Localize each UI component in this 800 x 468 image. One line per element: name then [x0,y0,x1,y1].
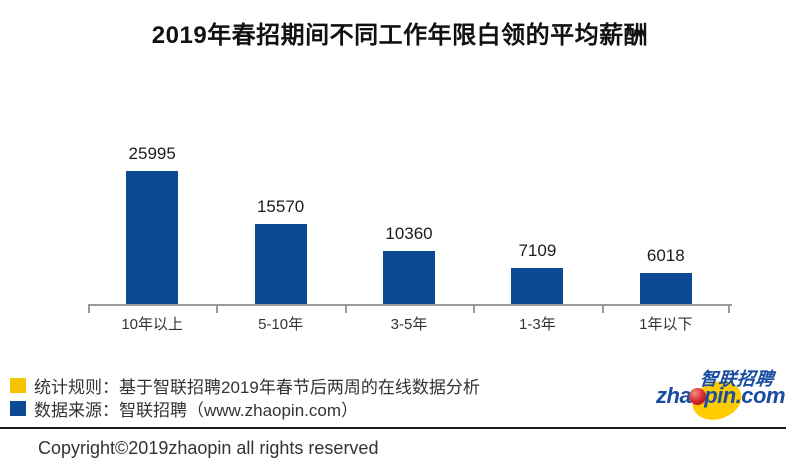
bar-10年以上 [126,171,179,304]
x-axis-tick [473,304,476,313]
legend-item-rule: 统计规则：基于智联招聘2019年春节后两周的在线数据分析 [10,374,480,397]
legend-text-rule: 统计规则：基于智联招聘2019年春节后两周的在线数据分析 [34,377,480,397]
x-axis-tick [216,304,219,313]
bar-5-10年 [254,224,307,304]
x-tick-label: 10年以上 [121,316,184,333]
bar-value-label: 10360 [385,224,433,243]
logo-domain-post: pin.com [704,383,786,408]
logo-domain-pre: zha [656,383,692,408]
legend-item-source: 数据来源：智联招聘（www.zhaopin.com） [10,397,480,420]
footer-divider [0,427,786,429]
legend-swatch-blue [10,400,26,416]
copyright-text: Copyright©2019zhaopin all rights reserve… [38,438,379,458]
x-axis-tick [728,304,730,313]
legend: 统计规则：基于智联招聘2019年春节后两周的在线数据分析 数据来源：智联招聘（w… [10,374,480,420]
x-axis-line [88,304,732,306]
x-tick-label: 3-5年 [390,316,428,333]
bar-value-label: 25995 [128,144,176,163]
x-tick-label: 1-3年 [519,316,556,333]
plot-area: 25995 15570 10360 7109 6018 [88,144,730,304]
x-axis-labels: 10年以上 5-10年 3-5年 1-3年 1年以下 [88,313,730,335]
bar-value-label: 6018 [646,246,685,266]
x-axis-tick [344,304,347,313]
legend-swatch-yellow [10,377,26,393]
x-tick-label: 5-10年 [258,316,304,333]
x-tick-label: 1年以下 [639,316,693,333]
bar-1年以下 [639,273,692,304]
x-axis-tick [88,304,90,313]
bar-value-label: 15570 [256,197,305,217]
logo-domain-text: zha pin.com [656,383,786,408]
bar-value-label: 7109 [518,240,557,260]
bar-3-5年 [383,251,435,304]
logo-red-ball-icon [689,388,707,405]
zhaopin-logo: 智联招聘 zha pin.com [656,364,796,426]
chart-title: 2019年春招期间不同工作年限白领的平均薪酬 [151,22,649,49]
legend-text-source: 数据来源：智联招聘（www.zhaopin.com） [34,400,359,420]
bar-1-3年 [511,267,564,304]
x-axis-tick [601,304,604,313]
